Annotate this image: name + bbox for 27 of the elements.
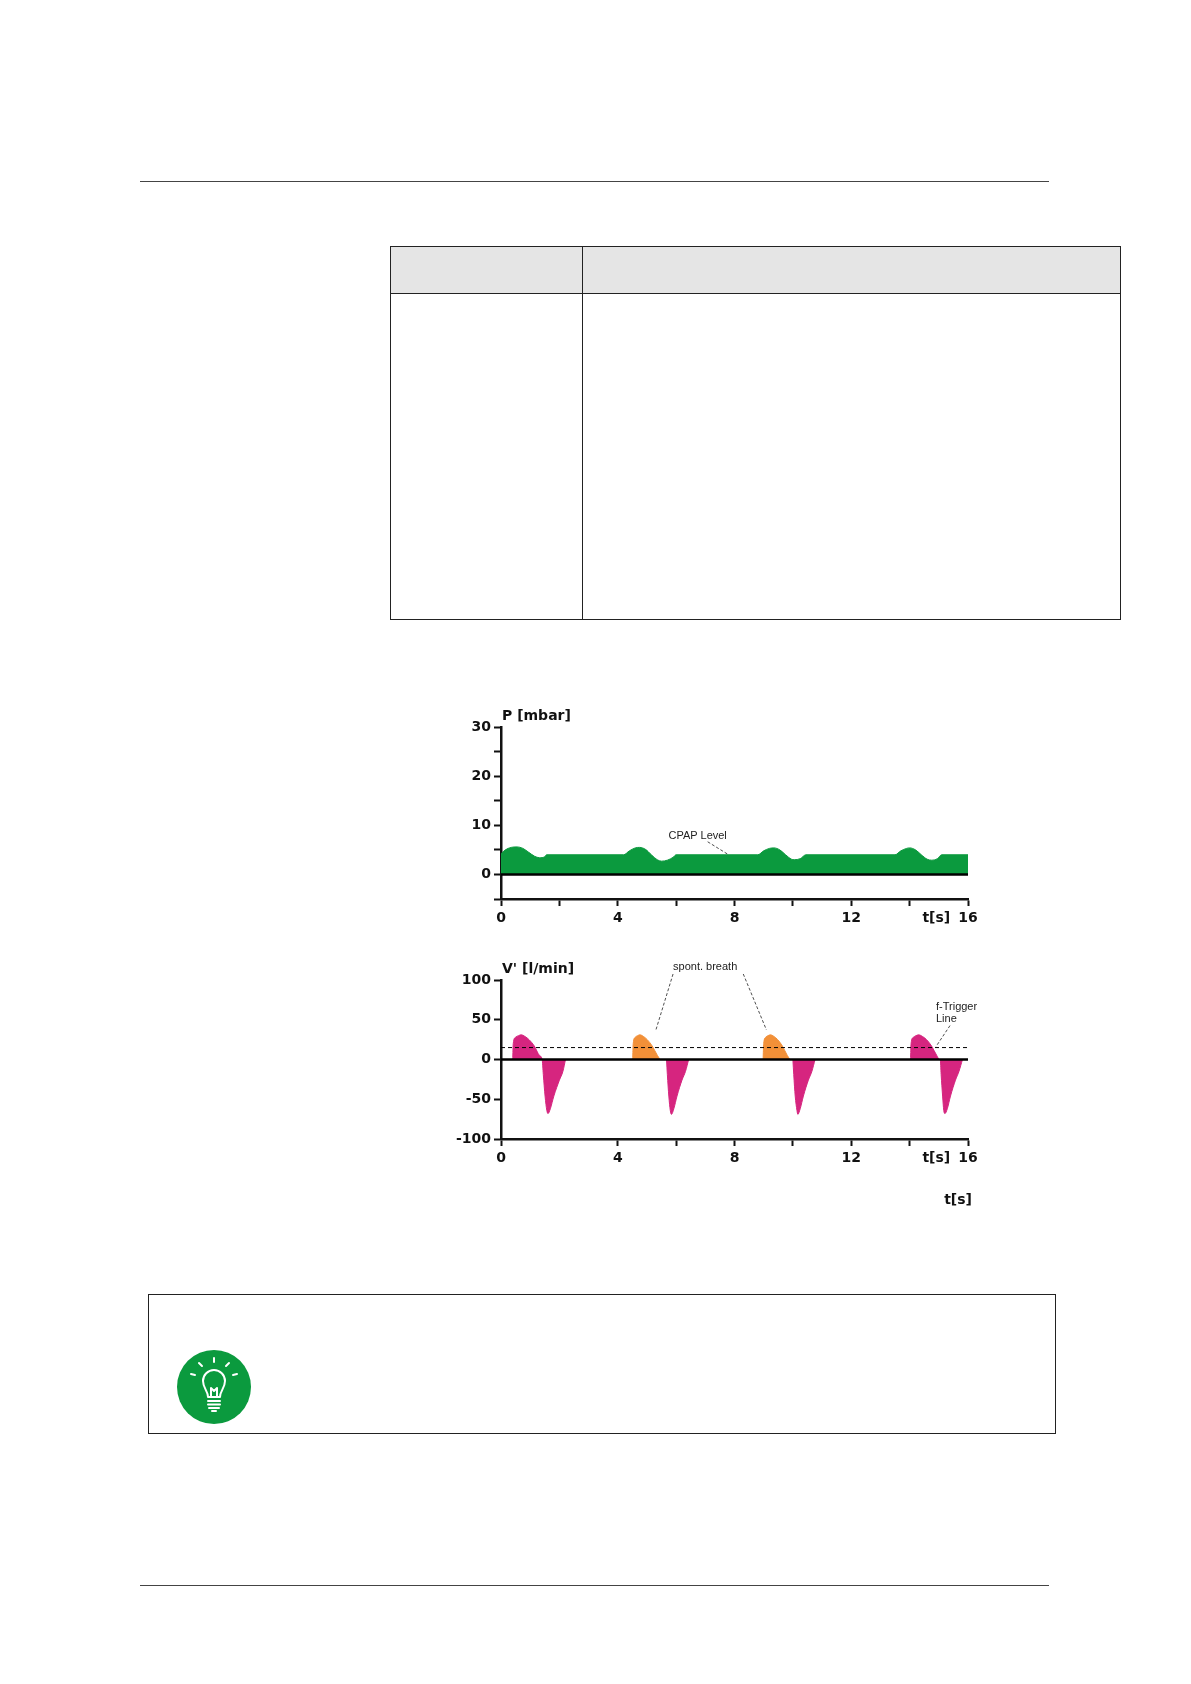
text: spont. breath (673, 960, 738, 973)
y-axis-title: V' [l/min] (502, 959, 575, 976)
x-tick-label: 12 (841, 909, 861, 926)
y-tick-label: 0 (481, 865, 492, 882)
x-axis-title: t[s] (922, 1148, 951, 1165)
x-tick-label: 12 (841, 1149, 861, 1166)
x-tick-label: 8 (729, 909, 740, 926)
x-tick-label: 4 (612, 1149, 623, 1166)
annotation: CPAP Level (668, 828, 727, 841)
x-axis-title: t[s] (922, 908, 951, 925)
x-tick-label: 16 (958, 1149, 978, 1166)
y-axis-title: P [mbar] (502, 706, 571, 723)
x-tick-label: 16 (958, 909, 978, 926)
ref-line-label: f-Trigger Line (936, 999, 978, 1024)
text: t[s] (944, 1190, 972, 1207)
x-tick-label: 8 (729, 1149, 740, 1166)
y-tick-label: 10 (471, 815, 492, 832)
y-tick-label: 100 (461, 970, 492, 987)
x-tick-label: 4 (612, 909, 623, 926)
y-tick-label: -100 (455, 1129, 492, 1146)
y-tick-label: -50 (465, 1089, 492, 1106)
y-tick-label: 20 (471, 766, 492, 783)
x-tick-label: 0 (496, 909, 507, 926)
y-tick-label: 30 (471, 717, 492, 734)
x-tick-label: 0 (496, 1149, 507, 1166)
y-tick-label: 0 (481, 1050, 492, 1067)
y-tick-label: 50 (471, 1010, 492, 1027)
